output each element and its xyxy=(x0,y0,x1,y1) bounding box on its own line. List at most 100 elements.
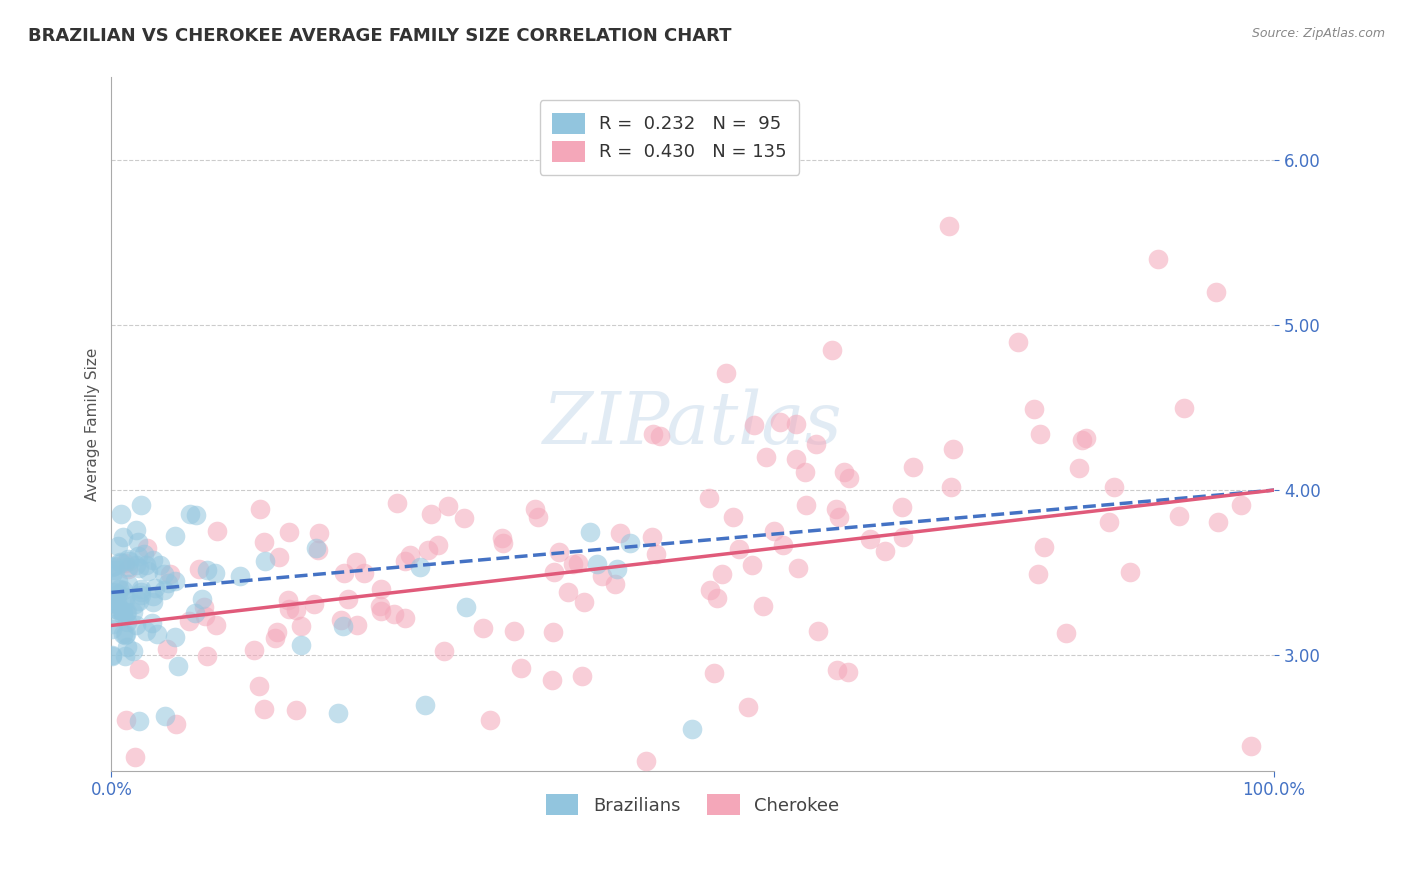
Point xyxy=(127,549,149,563)
Point xyxy=(832,465,855,479)
Point xyxy=(101,567,124,582)
Point xyxy=(1146,252,1168,266)
Point xyxy=(277,524,299,539)
Point xyxy=(117,552,139,566)
Point xyxy=(873,543,896,558)
Point xyxy=(190,591,212,606)
Point xyxy=(205,617,228,632)
Point xyxy=(526,510,548,524)
Point xyxy=(640,530,662,544)
Point xyxy=(370,582,392,597)
Point xyxy=(125,523,148,537)
Point xyxy=(159,566,181,581)
Point xyxy=(129,498,152,512)
Point xyxy=(1205,285,1227,299)
Point xyxy=(253,701,276,715)
Point xyxy=(117,562,139,576)
Point xyxy=(336,592,359,607)
Point xyxy=(409,559,432,574)
Point xyxy=(117,615,139,629)
Point xyxy=(229,568,252,582)
Point xyxy=(699,582,721,597)
Point xyxy=(807,624,830,639)
Point xyxy=(368,599,391,613)
Point xyxy=(193,599,215,614)
Point xyxy=(548,545,571,559)
Point xyxy=(1007,334,1029,349)
Point xyxy=(1240,739,1263,753)
Point xyxy=(941,480,963,494)
Point xyxy=(127,535,149,549)
Point xyxy=(794,465,817,479)
Point xyxy=(135,558,157,572)
Point xyxy=(184,508,207,522)
Point xyxy=(194,609,217,624)
Point xyxy=(141,616,163,631)
Point xyxy=(1119,565,1142,579)
Point xyxy=(105,593,128,607)
Point xyxy=(891,530,914,544)
Point xyxy=(304,541,326,556)
Point xyxy=(179,507,201,521)
Point xyxy=(104,585,127,599)
Point xyxy=(859,532,882,546)
Point xyxy=(785,417,807,431)
Point xyxy=(107,582,129,596)
Point xyxy=(165,631,187,645)
Point xyxy=(510,661,533,675)
Point xyxy=(332,566,354,580)
Point xyxy=(146,626,169,640)
Point xyxy=(806,437,828,451)
Point xyxy=(141,589,163,603)
Point xyxy=(502,624,524,639)
Point xyxy=(122,605,145,619)
Point xyxy=(541,673,564,687)
Point xyxy=(1102,480,1125,494)
Point xyxy=(307,543,329,558)
Point xyxy=(243,643,266,657)
Point xyxy=(742,417,765,432)
Point xyxy=(492,535,515,549)
Point xyxy=(114,556,136,570)
Point xyxy=(101,597,124,611)
Point xyxy=(346,555,368,569)
Point xyxy=(752,599,775,614)
Point xyxy=(134,547,156,561)
Point xyxy=(149,558,172,572)
Point xyxy=(454,600,477,615)
Point xyxy=(153,582,176,597)
Point xyxy=(290,638,312,652)
Point xyxy=(1032,540,1054,554)
Point xyxy=(394,554,416,568)
Point xyxy=(188,562,211,576)
Point xyxy=(156,575,179,590)
Point xyxy=(557,585,579,599)
Point xyxy=(142,553,165,567)
Point xyxy=(107,587,129,601)
Point xyxy=(741,558,763,572)
Point xyxy=(821,343,844,357)
Point xyxy=(249,502,271,516)
Point xyxy=(124,598,146,612)
Text: BRAZILIAN VS CHEROKEE AVERAGE FAMILY SIZE CORRELATION CHART: BRAZILIAN VS CHEROKEE AVERAGE FAMILY SIZ… xyxy=(28,27,731,45)
Point xyxy=(107,574,129,588)
Point xyxy=(453,511,475,525)
Point xyxy=(1028,566,1050,581)
Point xyxy=(326,706,349,720)
Point xyxy=(571,669,593,683)
Point xyxy=(609,525,631,540)
Point xyxy=(1168,508,1191,523)
Point xyxy=(427,538,450,552)
Point xyxy=(112,530,135,544)
Point xyxy=(156,642,179,657)
Point xyxy=(353,566,375,580)
Point xyxy=(619,535,641,549)
Point xyxy=(418,543,440,558)
Point xyxy=(413,698,436,712)
Point xyxy=(290,619,312,633)
Point xyxy=(346,617,368,632)
Point xyxy=(153,708,176,723)
Point xyxy=(762,524,785,539)
Point xyxy=(706,591,728,605)
Point xyxy=(111,626,134,640)
